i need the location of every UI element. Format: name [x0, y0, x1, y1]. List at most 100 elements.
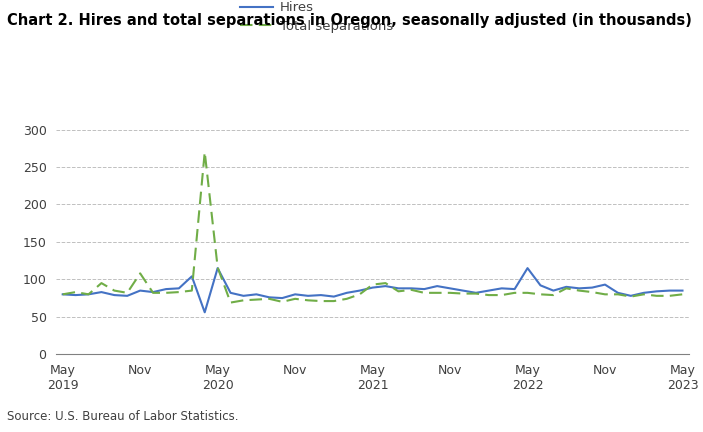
Total separations — [214, 265, 222, 270]
Hires — [356, 288, 364, 293]
Total separations — [58, 292, 67, 297]
Total separations — [601, 292, 610, 297]
Hires — [433, 283, 441, 289]
Total separations — [433, 290, 441, 295]
Hires — [446, 286, 454, 291]
Total separations — [472, 291, 480, 296]
Hires — [626, 293, 635, 299]
Total separations — [575, 288, 583, 293]
Hires — [330, 294, 338, 299]
Total separations — [614, 292, 622, 297]
Total separations — [407, 287, 415, 292]
Hires — [265, 295, 273, 300]
Total separations — [174, 289, 183, 295]
Total separations — [84, 292, 93, 297]
Total separations — [562, 286, 571, 291]
Line: Hires: Hires — [63, 268, 683, 312]
Hires — [459, 288, 467, 293]
Hires — [252, 292, 261, 297]
Hires — [97, 289, 105, 295]
Hires — [394, 286, 403, 291]
Total separations — [549, 292, 557, 298]
Total separations — [420, 290, 428, 295]
Text: Chart 2. Hires and total separations in Oregon, seasonally adjusted (in thousand: Chart 2. Hires and total separations in … — [7, 13, 692, 28]
Hires — [84, 292, 93, 297]
Total separations — [304, 298, 312, 303]
Total separations — [291, 296, 299, 302]
Hires — [304, 293, 312, 299]
Total separations — [652, 293, 661, 299]
Total separations — [368, 282, 377, 287]
Hires — [381, 283, 389, 289]
Hires — [407, 286, 415, 291]
Hires — [678, 288, 687, 293]
Total separations — [665, 293, 673, 299]
Hires — [291, 292, 299, 297]
Hires — [278, 295, 286, 301]
Hires — [72, 292, 80, 298]
Hires — [226, 290, 235, 295]
Hires — [498, 286, 506, 291]
Total separations — [200, 149, 209, 155]
Hires — [575, 286, 583, 291]
Total separations — [239, 298, 247, 303]
Total separations — [588, 289, 596, 295]
Total separations — [484, 292, 493, 298]
Legend: Hires, Total separations: Hires, Total separations — [240, 1, 393, 33]
Hires — [614, 290, 622, 295]
Total separations — [110, 288, 119, 293]
Total separations — [446, 290, 454, 295]
Hires — [510, 286, 519, 292]
Total separations — [394, 289, 403, 294]
Total separations — [498, 292, 506, 298]
Hires — [549, 288, 557, 293]
Line: Total separations: Total separations — [63, 152, 683, 302]
Hires — [640, 290, 648, 295]
Hires — [188, 274, 196, 279]
Total separations — [356, 292, 364, 297]
Total separations — [278, 299, 286, 305]
Hires — [472, 290, 480, 295]
Hires — [342, 290, 351, 295]
Hires — [123, 293, 131, 299]
Hires — [136, 288, 144, 293]
Total separations — [523, 290, 531, 295]
Total separations — [317, 299, 325, 304]
Hires — [317, 292, 325, 298]
Total separations — [149, 290, 157, 295]
Total separations — [97, 280, 105, 286]
Hires — [588, 285, 596, 290]
Total separations — [265, 296, 273, 302]
Hires — [214, 266, 222, 271]
Total separations — [162, 290, 170, 295]
Total separations — [330, 299, 338, 304]
Total separations — [640, 292, 648, 297]
Hires — [368, 285, 377, 290]
Hires — [665, 288, 673, 293]
Hires — [239, 293, 247, 299]
Hires — [149, 289, 157, 295]
Total separations — [72, 289, 80, 295]
Total separations — [678, 292, 687, 297]
Total separations — [226, 300, 235, 305]
Total separations — [510, 290, 519, 295]
Total separations — [123, 290, 131, 295]
Total separations — [252, 297, 261, 302]
Hires — [523, 266, 531, 271]
Total separations — [381, 280, 389, 286]
Hires — [484, 288, 493, 293]
Text: Source: U.S. Bureau of Labor Statistics.: Source: U.S. Bureau of Labor Statistics. — [7, 410, 238, 423]
Hires — [58, 292, 67, 297]
Total separations — [136, 271, 144, 276]
Hires — [652, 289, 661, 294]
Hires — [536, 283, 545, 288]
Total separations — [188, 288, 196, 293]
Hires — [562, 284, 571, 289]
Hires — [110, 292, 119, 298]
Hires — [601, 282, 610, 287]
Total separations — [342, 296, 351, 302]
Hires — [420, 286, 428, 292]
Hires — [174, 286, 183, 291]
Hires — [162, 286, 170, 292]
Total separations — [626, 294, 635, 299]
